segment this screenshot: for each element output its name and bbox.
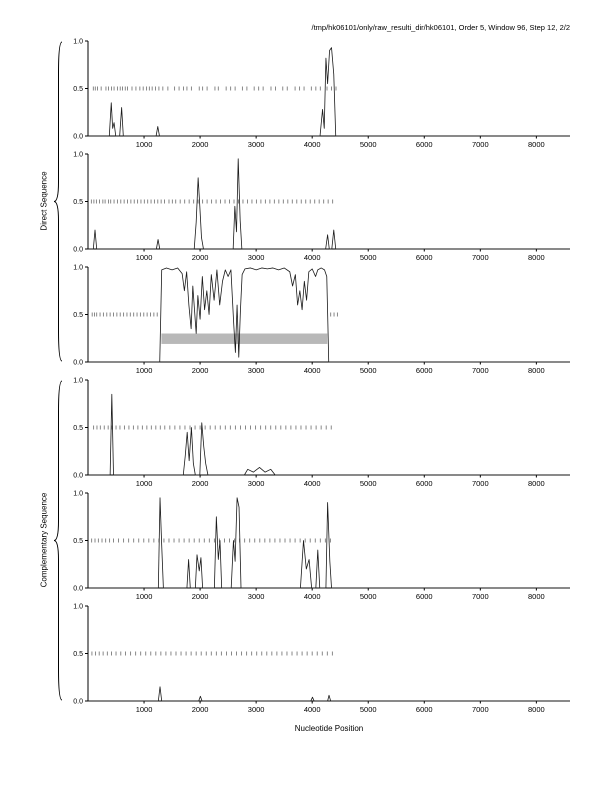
svg-text:0.0: 0.0 xyxy=(73,247,83,254)
svg-text:4000: 4000 xyxy=(304,366,321,375)
svg-text:8000: 8000 xyxy=(528,366,545,375)
panel-plot-4: 0.0 0.5 1.0 1000 2000 3000 4000 5000 6000 7000 800… xyxy=(73,378,570,488)
svg-text:1000: 1000 xyxy=(136,140,153,149)
panel-plot-3: 0.0 0.5 1.0 1000 2000 3000 4000 5000 6000 7000 800… xyxy=(73,265,570,375)
svg-text:5000: 5000 xyxy=(360,705,377,714)
svg-text:8000: 8000 xyxy=(528,592,545,601)
complementary-group-brace xyxy=(53,380,63,701)
svg-text:2000: 2000 xyxy=(192,366,209,375)
svg-text:5000: 5000 xyxy=(360,479,377,488)
svg-text:6000: 6000 xyxy=(416,253,433,262)
page-title: /tmp/hk06101/only/raw_resulti_dir/hk0610… xyxy=(311,23,570,32)
svg-text:1000: 1000 xyxy=(136,253,153,262)
panel-plot-6: 0.0 0.5 1.0 1000 2000 3000 4000 5000 6000 7000 800… xyxy=(73,604,570,714)
svg-text:3000: 3000 xyxy=(248,479,265,488)
plot-column: 0.0 0.5 1.0 1000 2000 3000 4000 5000 6000 7000 800… xyxy=(58,38,598,733)
svg-text:7000: 7000 xyxy=(472,479,489,488)
svg-text:2000: 2000 xyxy=(192,705,209,714)
svg-text:0.0: 0.0 xyxy=(73,586,83,593)
svg-text:5000: 5000 xyxy=(360,592,377,601)
svg-text:2000: 2000 xyxy=(192,140,209,149)
svg-text:0.5: 0.5 xyxy=(73,651,83,658)
svg-text:8000: 8000 xyxy=(528,140,545,149)
svg-text:1.0: 1.0 xyxy=(73,491,83,498)
direct-sequence-label: Direct Sequence xyxy=(39,171,49,231)
svg-text:2000: 2000 xyxy=(192,253,209,262)
panel-plot-1: 0.0 0.5 1.0 1000 2000 3000 4000 5000 6000 7000 800… xyxy=(73,39,570,149)
complementary-sequence-label: Complementary Sequence xyxy=(39,492,49,588)
svg-text:7000: 7000 xyxy=(472,366,489,375)
svg-text:0.0: 0.0 xyxy=(73,134,83,141)
svg-text:0.0: 0.0 xyxy=(73,699,83,706)
svg-text:3000: 3000 xyxy=(248,705,265,714)
direct-group-brace xyxy=(53,41,63,362)
svg-text:1000: 1000 xyxy=(136,705,153,714)
svg-text:8000: 8000 xyxy=(528,705,545,714)
panel-plot-5: 0.0 0.5 1.0 1000 2000 3000 4000 5000 6000 7000 800… xyxy=(73,491,570,601)
x-axis-label: Nucleotide Position xyxy=(294,724,364,733)
svg-text:1.0: 1.0 xyxy=(73,265,83,272)
svg-text:3000: 3000 xyxy=(248,592,265,601)
svg-text:1000: 1000 xyxy=(136,366,153,375)
svg-text:0.5: 0.5 xyxy=(73,199,83,206)
svg-text:4000: 4000 xyxy=(304,140,321,149)
svg-text:7000: 7000 xyxy=(472,253,489,262)
svg-text:3000: 3000 xyxy=(248,366,265,375)
svg-text:3000: 3000 xyxy=(248,140,265,149)
svg-text:4000: 4000 xyxy=(304,705,321,714)
svg-text:2000: 2000 xyxy=(192,592,209,601)
svg-text:6000: 6000 xyxy=(416,705,433,714)
svg-text:4000: 4000 xyxy=(304,479,321,488)
svg-text:7000: 7000 xyxy=(472,705,489,714)
svg-text:1.0: 1.0 xyxy=(73,152,83,159)
svg-text:2000: 2000 xyxy=(192,479,209,488)
svg-text:5000: 5000 xyxy=(360,140,377,149)
svg-text:6000: 6000 xyxy=(416,592,433,601)
svg-text:0.5: 0.5 xyxy=(73,86,83,93)
svg-text:0.5: 0.5 xyxy=(73,425,83,432)
svg-text:0.5: 0.5 xyxy=(73,538,83,545)
svg-text:5000: 5000 xyxy=(360,253,377,262)
svg-text:6000: 6000 xyxy=(416,366,433,375)
svg-text:1.0: 1.0 xyxy=(73,39,83,46)
svg-text:4000: 4000 xyxy=(304,253,321,262)
svg-text:8000: 8000 xyxy=(528,479,545,488)
svg-text:7000: 7000 xyxy=(472,592,489,601)
svg-text:0.0: 0.0 xyxy=(73,360,83,367)
svg-text:1000: 1000 xyxy=(136,479,153,488)
svg-text:3000: 3000 xyxy=(248,253,265,262)
svg-text:7000: 7000 xyxy=(472,140,489,149)
svg-text:1.0: 1.0 xyxy=(73,604,83,611)
svg-text:0.5: 0.5 xyxy=(73,312,83,319)
svg-text:1.0: 1.0 xyxy=(73,378,83,385)
svg-text:8000: 8000 xyxy=(528,253,545,262)
svg-text:0.0: 0.0 xyxy=(73,473,83,480)
panel-plot-2: 0.0 0.5 1.0 1000 2000 3000 4000 5000 6000 7000 800… xyxy=(73,152,570,262)
svg-text:5000: 5000 xyxy=(360,366,377,375)
svg-text:1000: 1000 xyxy=(136,592,153,601)
svg-text:4000: 4000 xyxy=(304,592,321,601)
svg-text:6000: 6000 xyxy=(416,479,433,488)
svg-text:6000: 6000 xyxy=(416,140,433,149)
